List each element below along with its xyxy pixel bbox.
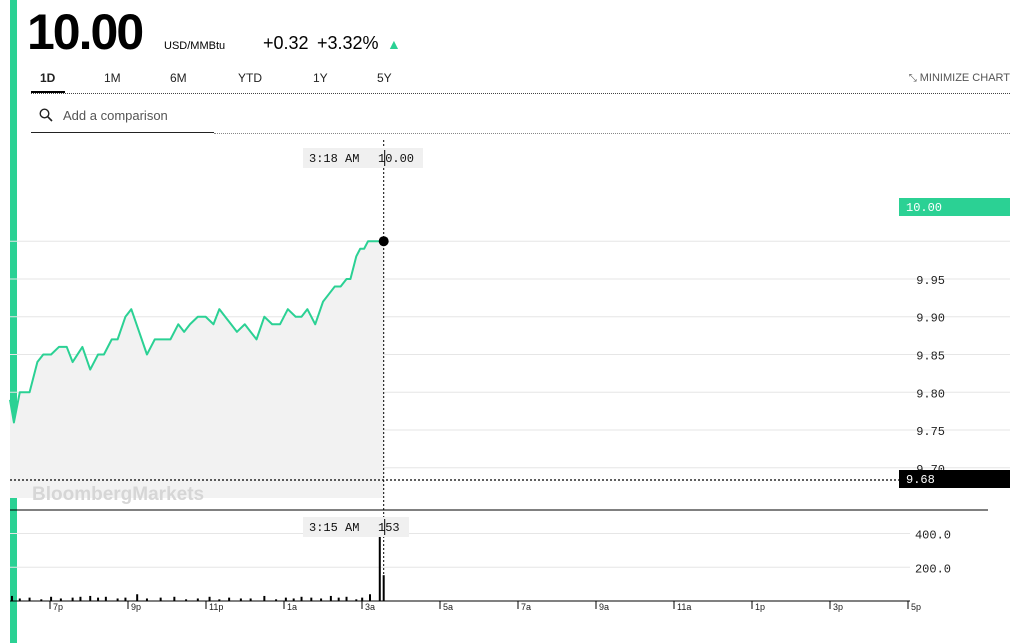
x-tick-label: 9p (131, 602, 141, 612)
y-tick-label: 9.95 (916, 274, 945, 288)
minimize-icon: ⤡ (908, 73, 917, 84)
x-tick-label: 11a (677, 602, 691, 612)
crosshair-label-bg (303, 148, 423, 168)
x-tick-label: 5a (443, 602, 453, 612)
price-change: +0.32 (263, 33, 309, 53)
search-divider (214, 133, 1010, 134)
x-tick-label: 3a (365, 602, 375, 612)
watermark: BloombergMarkets (32, 484, 204, 505)
tab-6m[interactable]: 6M (170, 71, 187, 85)
x-tick-label: 11p (209, 602, 223, 612)
comparison-search (31, 100, 215, 133)
x-tick-label: 7p (53, 602, 63, 612)
tab-1y[interactable]: 1Y (313, 71, 328, 85)
price-change-percent: +3.32% (317, 33, 379, 53)
y-tick-label: 9.85 (916, 349, 945, 363)
volume-crosshair-value: 153 (378, 521, 400, 535)
tabs-divider (31, 93, 1010, 94)
price-area (10, 241, 384, 499)
x-tick-label: 7a (521, 602, 531, 612)
x-tick-label: 5p (911, 602, 921, 612)
low-price-badge (899, 470, 1010, 488)
minimize-chart-button[interactable]: ⤡ MINIMIZE CHART (909, 72, 1010, 84)
x-tick-label: 9a (599, 602, 609, 612)
search-icon (39, 108, 53, 122)
tab-1m[interactable]: 1M (104, 71, 121, 85)
price-endpoint-dot (378, 236, 389, 247)
y-tick-label: 9.75 (916, 425, 945, 439)
price-line (9, 240, 384, 424)
minimize-chart-label: MINIMIZE CHART (919, 72, 1010, 84)
accent-bar (10, 0, 17, 643)
y-tick-label: 9.90 (916, 312, 945, 326)
volume-tick-label: 200.0 (915, 562, 951, 576)
tab-ytd[interactable]: YTD (238, 71, 262, 85)
volume-tick-label: 400.0 (915, 529, 951, 543)
tab-1d[interactable]: 1D (40, 71, 56, 85)
tab-5y[interactable]: 5Y (377, 71, 392, 85)
current-price-badge (899, 198, 1010, 216)
crosshair-value: 10.00 (378, 152, 414, 166)
price-unit: USD/MMBtu (164, 40, 226, 52)
volume-crosshair-time: 3:15 AM (309, 521, 359, 535)
x-tick-label: 1p (755, 602, 765, 612)
low-price-badge-label: 9.68 (906, 473, 935, 487)
up-triangle-icon: ▲ (387, 36, 401, 52)
x-tick-label: 3p (833, 602, 843, 612)
crosshair-time: 3:18 AM (309, 152, 359, 166)
x-tick-label: 1a (287, 602, 297, 612)
active-tab-indicator (31, 91, 65, 93)
price-value: 10.00 (27, 4, 144, 60)
current-price-badge-label: 10.00 (906, 201, 942, 215)
comparison-search-input[interactable] (61, 104, 215, 126)
y-tick-label: 9.80 (916, 387, 945, 401)
volume-crosshair-bg (303, 517, 409, 537)
